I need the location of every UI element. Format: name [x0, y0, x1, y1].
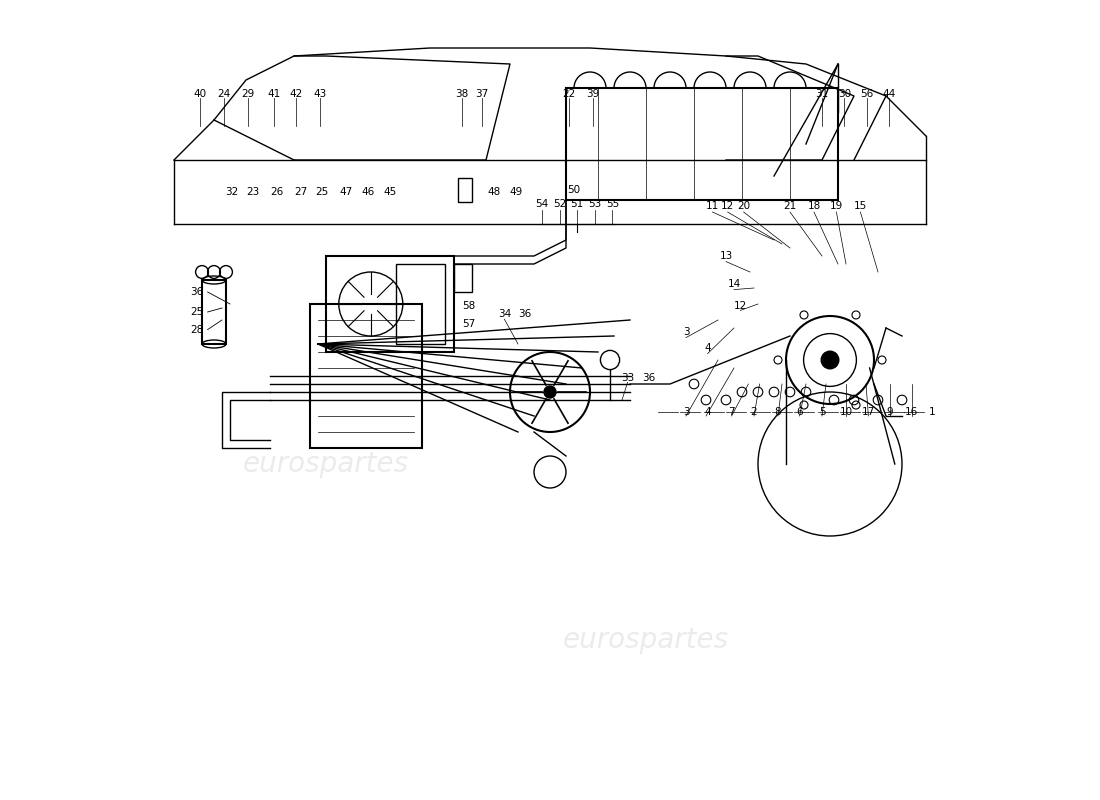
Bar [396, 264, 446, 344]
Text: eurospartes: eurospartes [563, 626, 729, 654]
Text: 46: 46 [361, 187, 374, 197]
Text: 7: 7 [728, 407, 735, 417]
Text: 36: 36 [190, 287, 204, 297]
Text: 53: 53 [588, 199, 602, 209]
Text: 30: 30 [838, 90, 851, 99]
Text: 16: 16 [905, 407, 918, 417]
Text: 52: 52 [553, 199, 566, 209]
Text: 44: 44 [882, 90, 895, 99]
Circle shape [800, 311, 808, 319]
Circle shape [822, 351, 839, 369]
Bar [326, 256, 454, 352]
Text: 3: 3 [683, 327, 690, 337]
Circle shape [852, 401, 860, 409]
Text: 15: 15 [854, 202, 867, 211]
Bar [566, 88, 838, 200]
Text: 5: 5 [818, 407, 825, 417]
Bar [458, 178, 472, 202]
Circle shape [852, 311, 860, 319]
Text: 38: 38 [455, 90, 469, 99]
Text: 50: 50 [568, 186, 581, 195]
Text: 26: 26 [270, 187, 283, 197]
Text: 14: 14 [727, 279, 740, 289]
Text: 24: 24 [217, 90, 230, 99]
Text: 55: 55 [606, 199, 619, 209]
Text: 36: 36 [518, 310, 531, 319]
Bar [454, 264, 472, 292]
Text: 17: 17 [861, 407, 875, 417]
Text: 2: 2 [750, 407, 757, 417]
Text: 25: 25 [190, 307, 204, 317]
Bar [310, 304, 422, 448]
Text: 13: 13 [719, 251, 733, 261]
Text: 18: 18 [807, 202, 821, 211]
Text: 29: 29 [241, 90, 254, 99]
Text: 9: 9 [887, 407, 893, 417]
Text: 27: 27 [294, 187, 307, 197]
Text: 21: 21 [783, 202, 796, 211]
Text: 20: 20 [737, 202, 750, 211]
Circle shape [544, 386, 556, 398]
Text: 12: 12 [720, 202, 734, 211]
Text: 4: 4 [704, 343, 711, 353]
Text: 23: 23 [245, 187, 258, 197]
Text: 31: 31 [815, 90, 828, 99]
Text: 43: 43 [314, 90, 327, 99]
Text: 3: 3 [683, 407, 690, 417]
Text: 32: 32 [226, 187, 239, 197]
Text: 1: 1 [930, 407, 936, 417]
Text: 12: 12 [734, 301, 747, 310]
Text: 33: 33 [621, 373, 635, 382]
Text: 4: 4 [704, 407, 711, 417]
Text: 58: 58 [462, 302, 475, 311]
Text: 42: 42 [289, 90, 302, 99]
Text: 36: 36 [642, 373, 656, 382]
Text: 25: 25 [316, 187, 329, 197]
Text: 6: 6 [796, 407, 803, 417]
Text: 57: 57 [462, 319, 475, 329]
Text: 11: 11 [706, 202, 719, 211]
Circle shape [800, 401, 808, 409]
Text: 49: 49 [509, 187, 522, 197]
Text: 8: 8 [774, 407, 781, 417]
Text: 28: 28 [190, 325, 204, 334]
Text: 48: 48 [487, 187, 500, 197]
Text: 22: 22 [562, 90, 575, 99]
Text: 39: 39 [586, 90, 600, 99]
Circle shape [878, 356, 886, 364]
Text: 45: 45 [384, 187, 397, 197]
Text: 19: 19 [829, 202, 843, 211]
Bar [202, 280, 226, 344]
Text: 37: 37 [475, 90, 488, 99]
Text: 40: 40 [192, 90, 206, 99]
Text: 10: 10 [839, 407, 853, 417]
Text: 47: 47 [340, 187, 353, 197]
Circle shape [774, 356, 782, 364]
Text: eurospartes: eurospartes [243, 450, 409, 478]
Text: 54: 54 [536, 199, 549, 209]
Text: 41: 41 [267, 90, 280, 99]
Text: 34: 34 [498, 310, 512, 319]
Text: 56: 56 [860, 90, 873, 99]
Text: 51: 51 [571, 199, 584, 209]
